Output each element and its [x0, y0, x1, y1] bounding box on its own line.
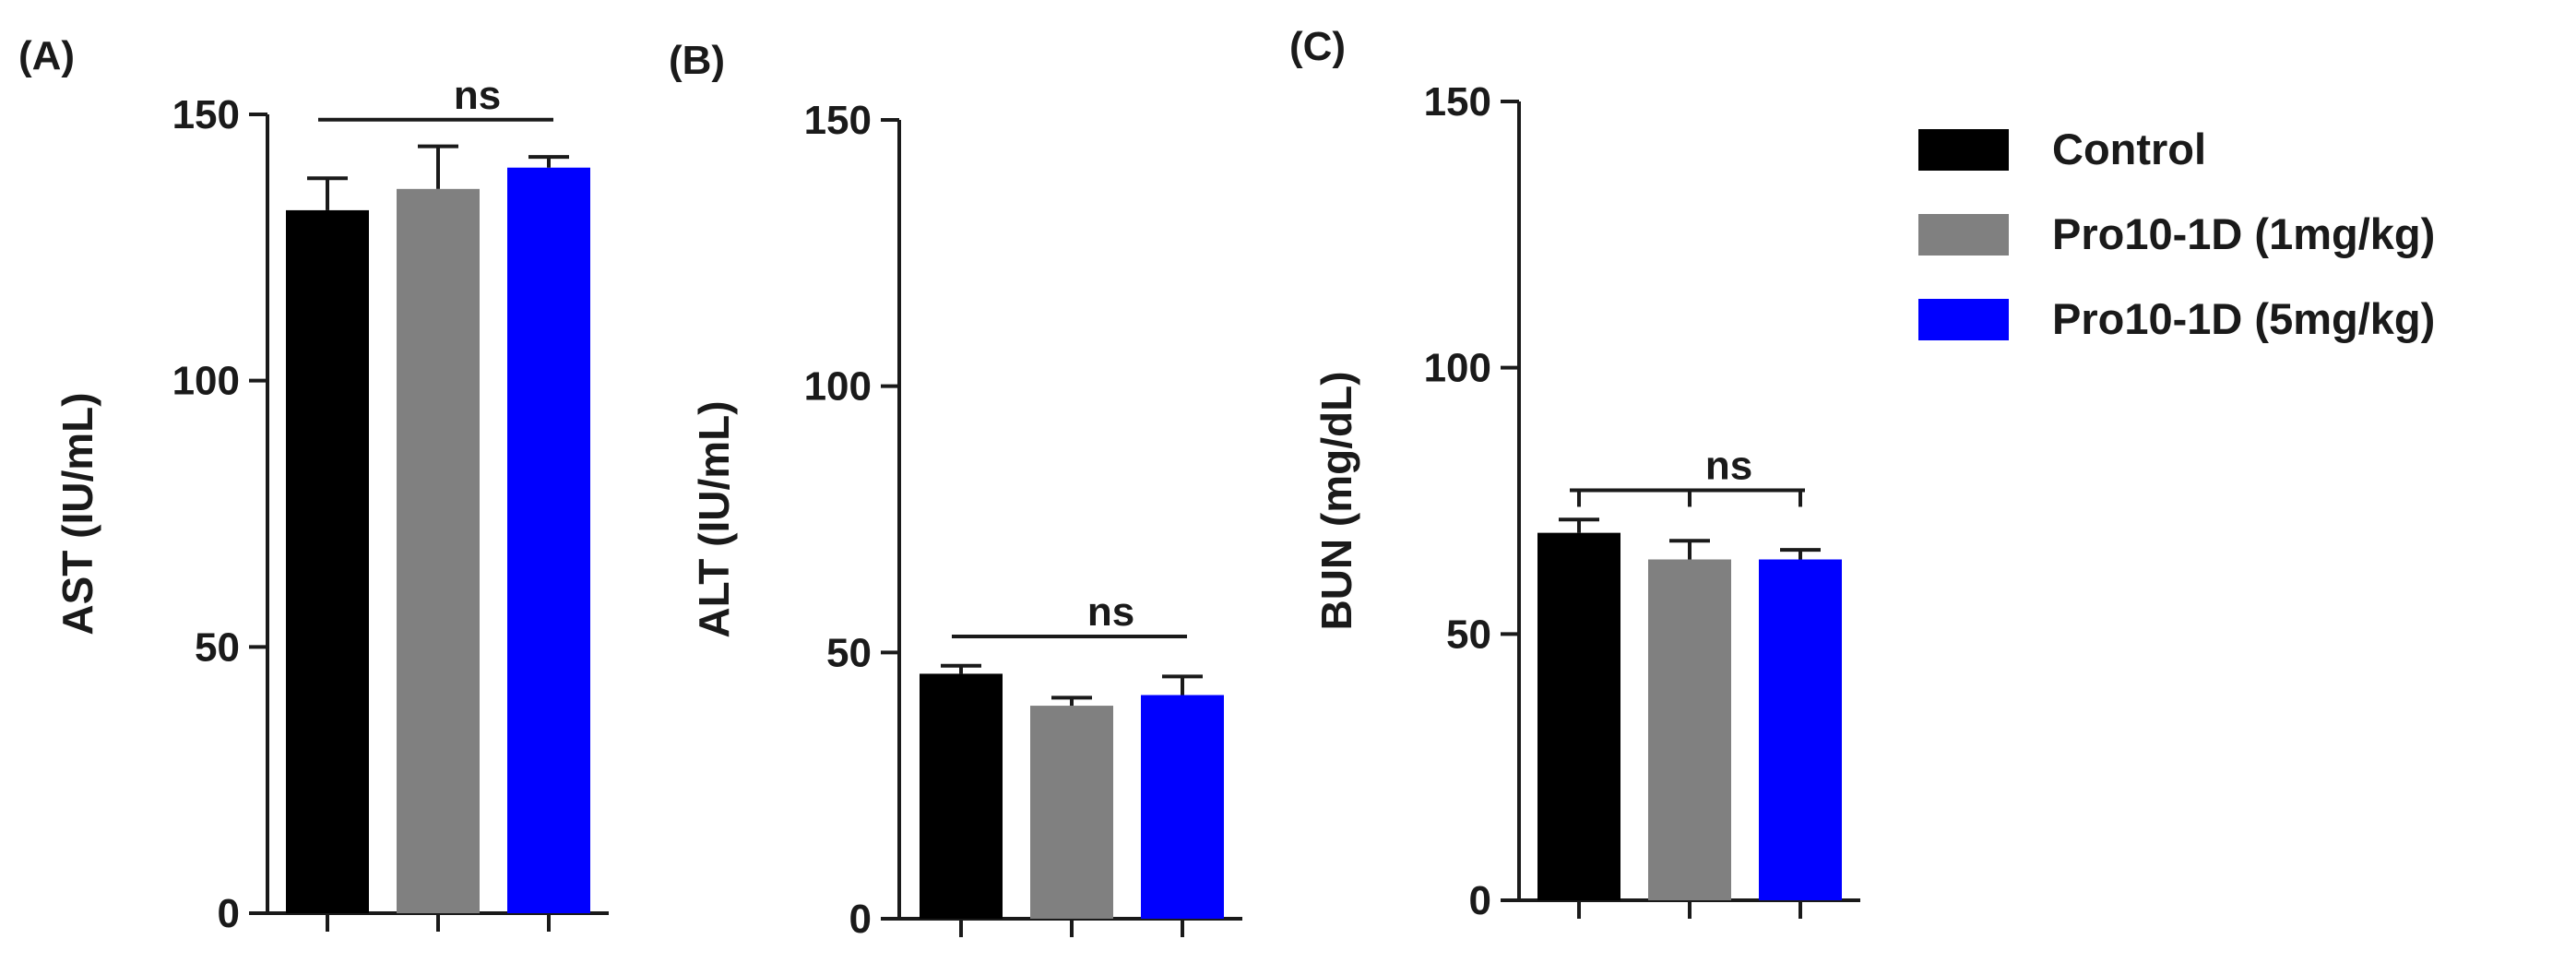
- panel-c-y-tick-label: 50: [1446, 612, 1491, 657]
- panel-b-y-tick-label: 50: [826, 630, 872, 675]
- panel-b-label: (B): [669, 38, 725, 83]
- panel-c-bar-3: [1759, 559, 1842, 900]
- panel-b-y-axis-title: ALT (IU/mL): [690, 400, 738, 637]
- panel-c-y-axis-title: BUN (mg/dL): [1312, 371, 1360, 630]
- panel-a-bar-3: [507, 167, 590, 913]
- panel-c-label: (C): [1289, 24, 1346, 69]
- panel-b-significance-label: ns: [1087, 589, 1134, 635]
- panel-a-y-tick-label: 50: [195, 624, 240, 670]
- panel-b-y-tick-label: 150: [804, 98, 872, 143]
- panel-a-bar-2: [397, 188, 480, 913]
- panel-b-y-tick-label: 0: [849, 897, 872, 942]
- panel-b-bar-2: [1030, 706, 1113, 919]
- panel-a-y-axis-title: AST (IU/mL): [53, 392, 101, 635]
- panel-b-y-tick-label: 100: [804, 364, 872, 410]
- panel-a-label: (A): [18, 33, 75, 78]
- legend-swatch-2: [1918, 214, 2009, 256]
- panel-c-y-tick-label: 0: [1469, 878, 1491, 923]
- legend-swatch-3: [1918, 299, 2009, 340]
- panel-a-y-tick-label: 0: [218, 891, 240, 936]
- panel-b-bar-1: [920, 673, 1003, 919]
- panel-b-bar-3: [1141, 695, 1224, 919]
- panel-c-bar-1: [1537, 532, 1620, 900]
- legend-label-1: Control: [2052, 125, 2206, 173]
- panel-a-y-tick-label: 100: [172, 359, 240, 404]
- panel-c-y-tick-label: 150: [1424, 79, 1491, 125]
- panel-c-bar-2: [1648, 559, 1731, 900]
- legend-swatch-1: [1918, 129, 2009, 171]
- panel-c-y-tick-label: 100: [1424, 346, 1491, 391]
- panel-c-significance-label: ns: [1705, 443, 1752, 488]
- panel-a-bar-1: [286, 209, 369, 914]
- legend-label-3: Pro10-1D (5mg/kg): [2052, 294, 2435, 343]
- legend-label-2: Pro10-1D (1mg/kg): [2052, 209, 2435, 258]
- panel-a-y-tick-label: 150: [172, 92, 240, 137]
- panel-a-significance-label: ns: [454, 73, 501, 118]
